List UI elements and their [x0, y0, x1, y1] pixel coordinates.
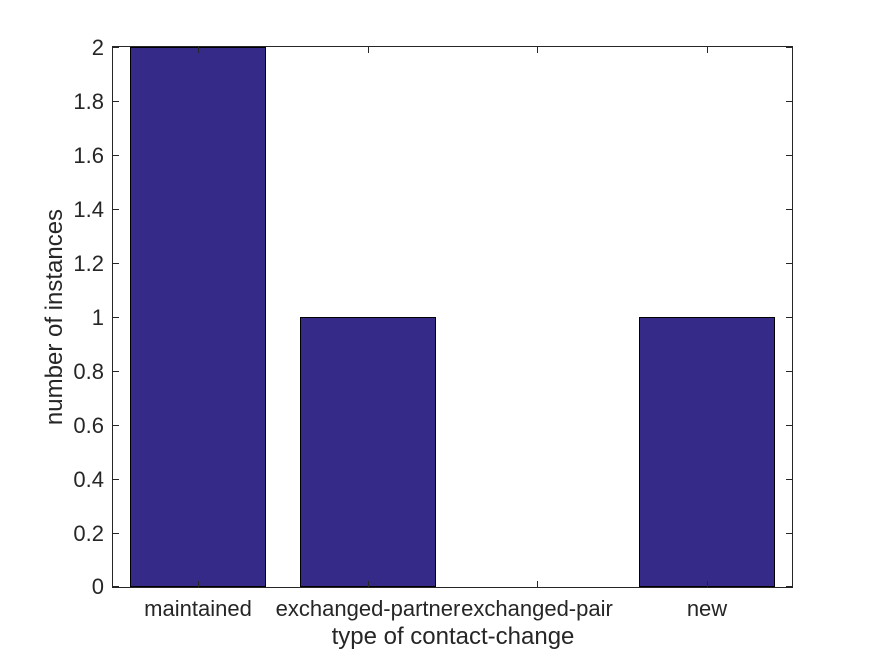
x-tick-mirror: [368, 47, 369, 53]
x-tick-mirror: [198, 47, 199, 53]
y-tick-mirror: [786, 47, 792, 48]
y-tick-label: 1.8: [73, 89, 104, 114]
y-tick-label: 1.4: [73, 197, 104, 222]
y-tick-mirror: [786, 586, 792, 587]
x-tick-label: exchanged-pair: [461, 596, 613, 621]
y-tick-mirror: [786, 479, 792, 480]
y-tick-mirror: [786, 317, 792, 318]
y-tick: [113, 155, 119, 156]
y-tick-label: 0: [91, 574, 104, 599]
y-tick: [113, 101, 119, 102]
y-tick-label: 2: [91, 35, 104, 60]
y-tick-mirror: [786, 209, 792, 210]
y-tick-label: 1.6: [73, 143, 104, 168]
x-tick-mirror: [707, 47, 708, 53]
y-tick-mirror: [786, 371, 792, 372]
y-tick: [113, 425, 119, 426]
y-tick-label: 1.2: [73, 251, 104, 276]
x-tick: [198, 581, 199, 587]
y-tick: [113, 479, 119, 480]
bar-maintained: [130, 47, 266, 587]
y-tick-label: 0.4: [73, 467, 104, 492]
y-tick-label: 0.6: [73, 413, 104, 438]
bar-new: [639, 317, 775, 587]
y-tick-label: 0.8: [73, 359, 104, 384]
x-tick-label: maintained: [144, 596, 252, 621]
y-tick-mirror: [786, 155, 792, 156]
x-axis-label: type of contact-change: [331, 623, 575, 650]
x-tick-label: new: [686, 596, 728, 621]
y-tick: [113, 533, 119, 534]
x-tick: [537, 581, 538, 587]
bar-exchanged-partner: [300, 317, 436, 587]
y-tick: [113, 47, 119, 48]
y-tick-label: 1: [91, 305, 104, 330]
x-tick: [368, 581, 369, 587]
y-tick: [113, 371, 119, 372]
y-tick-mirror: [786, 425, 792, 426]
x-tick: [707, 581, 708, 587]
y-tick: [113, 263, 119, 264]
x-tick-mirror: [537, 47, 538, 53]
y-tick-mirror: [786, 101, 792, 102]
y-tick: [113, 586, 119, 587]
y-tick-mirror: [786, 533, 792, 534]
y-tick: [113, 317, 119, 318]
y-tick-mirror: [786, 263, 792, 264]
y-tick-label: 0.2: [73, 521, 104, 546]
x-tick-label: exchanged-partner: [275, 596, 461, 621]
y-tick: [113, 209, 119, 210]
plot-area: [112, 46, 793, 588]
